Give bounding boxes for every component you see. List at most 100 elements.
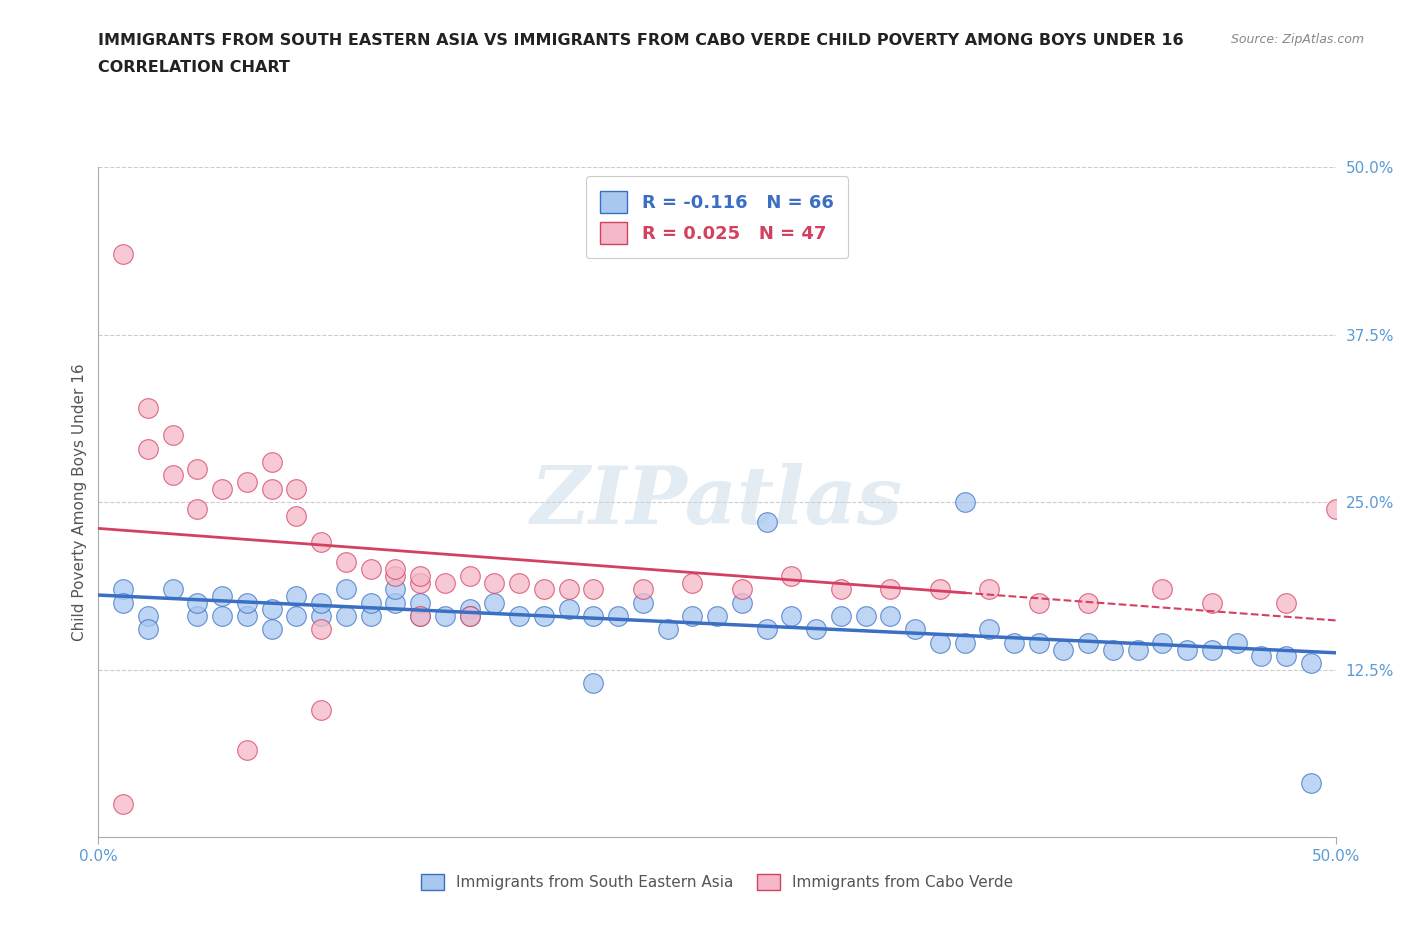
Point xyxy=(1275,595,1298,610)
Point xyxy=(211,589,233,604)
Point xyxy=(1299,656,1322,671)
Point xyxy=(979,622,1001,637)
Point xyxy=(285,482,308,497)
Point xyxy=(904,622,927,637)
Point xyxy=(1126,642,1149,657)
Point xyxy=(186,595,208,610)
Point xyxy=(285,589,308,604)
Point xyxy=(731,582,754,597)
Point xyxy=(384,595,406,610)
Point xyxy=(285,608,308,623)
Point xyxy=(557,602,579,617)
Point xyxy=(112,595,135,610)
Point xyxy=(1201,642,1223,657)
Point xyxy=(953,635,976,650)
Point xyxy=(1052,642,1074,657)
Point xyxy=(260,482,283,497)
Point xyxy=(706,608,728,623)
Point xyxy=(162,582,184,597)
Point xyxy=(458,568,481,583)
Point xyxy=(533,582,555,597)
Point xyxy=(260,602,283,617)
Point xyxy=(236,595,259,610)
Point xyxy=(136,401,159,416)
Point xyxy=(309,702,332,717)
Point xyxy=(162,428,184,443)
Point xyxy=(484,595,506,610)
Point xyxy=(1226,635,1249,650)
Point xyxy=(186,501,208,516)
Point xyxy=(780,608,803,623)
Point xyxy=(755,515,778,530)
Point xyxy=(657,622,679,637)
Point xyxy=(928,582,950,597)
Point xyxy=(335,608,357,623)
Point xyxy=(112,582,135,597)
Point xyxy=(309,608,332,623)
Point xyxy=(1152,635,1174,650)
Point xyxy=(186,461,208,476)
Point xyxy=(1152,582,1174,597)
Point xyxy=(409,595,432,610)
Point xyxy=(607,608,630,623)
Text: CORRELATION CHART: CORRELATION CHART xyxy=(98,60,290,75)
Point xyxy=(384,562,406,577)
Point xyxy=(1002,635,1025,650)
Point xyxy=(681,575,703,590)
Point xyxy=(211,608,233,623)
Point xyxy=(804,622,827,637)
Point xyxy=(409,568,432,583)
Point xyxy=(681,608,703,623)
Point xyxy=(309,622,332,637)
Point xyxy=(236,474,259,489)
Text: IMMIGRANTS FROM SOUTH EASTERN ASIA VS IMMIGRANTS FROM CABO VERDE CHILD POVERTY A: IMMIGRANTS FROM SOUTH EASTERN ASIA VS IM… xyxy=(98,33,1184,47)
Point xyxy=(112,247,135,262)
Point xyxy=(508,608,530,623)
Point xyxy=(409,608,432,623)
Point xyxy=(384,582,406,597)
Point xyxy=(731,595,754,610)
Legend: Immigrants from South Eastern Asia, Immigrants from Cabo Verde: Immigrants from South Eastern Asia, Immi… xyxy=(415,868,1019,897)
Point xyxy=(582,608,605,623)
Point xyxy=(309,535,332,550)
Point xyxy=(1201,595,1223,610)
Point xyxy=(582,675,605,690)
Point xyxy=(1324,501,1347,516)
Point xyxy=(1275,649,1298,664)
Point xyxy=(1028,635,1050,650)
Point xyxy=(360,595,382,610)
Point xyxy=(755,622,778,637)
Point xyxy=(458,608,481,623)
Point xyxy=(335,582,357,597)
Point xyxy=(484,575,506,590)
Point xyxy=(360,562,382,577)
Point xyxy=(1299,776,1322,790)
Point xyxy=(1102,642,1125,657)
Y-axis label: Child Poverty Among Boys Under 16: Child Poverty Among Boys Under 16 xyxy=(72,364,87,641)
Point xyxy=(1250,649,1272,664)
Point xyxy=(979,582,1001,597)
Point xyxy=(335,555,357,570)
Point xyxy=(433,608,456,623)
Point xyxy=(879,608,901,623)
Point xyxy=(136,441,159,456)
Point xyxy=(409,608,432,623)
Point xyxy=(953,495,976,510)
Point xyxy=(433,575,456,590)
Point xyxy=(211,482,233,497)
Point xyxy=(309,595,332,610)
Point xyxy=(186,608,208,623)
Point xyxy=(830,608,852,623)
Point xyxy=(508,575,530,590)
Point xyxy=(830,582,852,597)
Point xyxy=(136,608,159,623)
Text: Source: ZipAtlas.com: Source: ZipAtlas.com xyxy=(1230,33,1364,46)
Point xyxy=(533,608,555,623)
Point xyxy=(260,455,283,470)
Point xyxy=(360,608,382,623)
Point xyxy=(631,595,654,610)
Point xyxy=(162,468,184,483)
Point xyxy=(285,508,308,523)
Point xyxy=(1175,642,1198,657)
Point xyxy=(582,582,605,597)
